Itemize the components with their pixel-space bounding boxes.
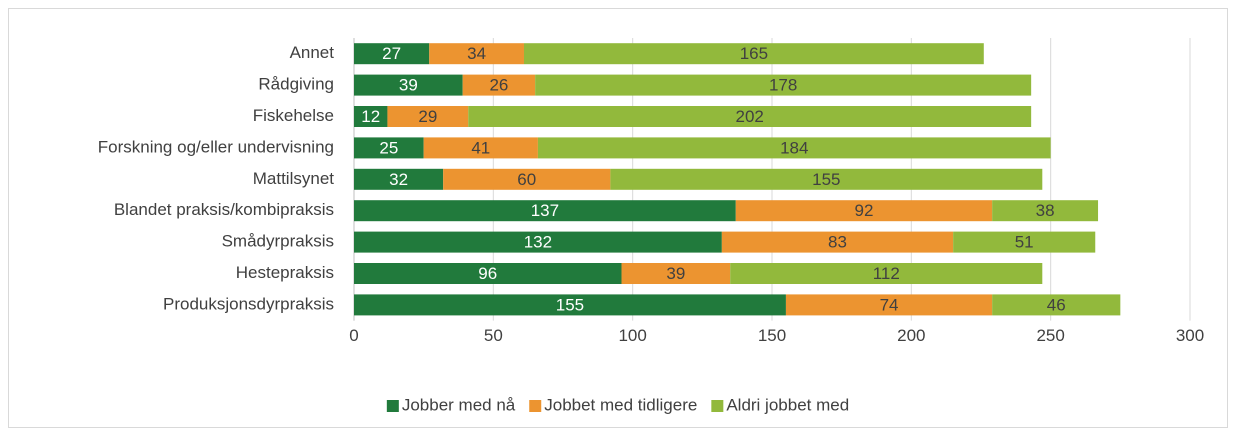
data-label: 60 [517,170,536,189]
bar-segment [535,74,1032,96]
x-tick-label: 250 [1036,326,1064,345]
bar-segment [354,263,622,284]
data-label: 38 [1036,201,1055,220]
x-tick-label: 150 [758,326,786,345]
bar-segment [523,43,984,65]
legend-label: Jobber med nå [402,395,516,414]
data-label: 39 [666,264,685,283]
data-label: 34 [467,44,486,63]
data-label: 26 [489,76,508,95]
bar-segment [462,74,536,96]
data-label: 74 [880,295,899,314]
bar-segment [354,231,722,253]
y-tick-label: Produksjonsdyrpraksis [163,294,334,313]
x-tick-label: 300 [1176,326,1204,345]
legend-label: Jobbet med tidligere [544,395,697,414]
bar-segment [735,200,993,222]
bar-segment [621,263,731,284]
data-label: 184 [780,138,808,157]
bar-segment [992,200,1099,222]
data-label: 132 [524,233,552,252]
bar-segment [730,263,1043,284]
y-tick-label: Blandet praksis/kombipraksis [114,200,334,219]
bar-segment [721,231,954,253]
legend-label: Aldri jobbet med [726,395,849,414]
legend-swatch [711,400,724,412]
y-tick-label: Hestepraksis [236,263,334,282]
y-tick-label: Fiskehelse [253,106,334,125]
x-tick-label: 100 [618,326,646,345]
y-tick-label: Mattilsynet [253,169,335,188]
y-tick-label: Annet [290,43,335,62]
data-label: 12 [361,107,380,126]
data-label: 137 [531,201,559,220]
legend-swatch [386,400,399,412]
data-label: 46 [1047,295,1066,314]
bar-segment [387,106,469,127]
data-label: 96 [478,264,497,283]
data-label: 83 [828,233,847,252]
data-label: 25 [379,138,398,157]
data-label: 41 [471,138,490,157]
x-tick-label: 0 [349,326,358,345]
bar-segment [953,231,1096,253]
x-tick-label: 200 [897,326,925,345]
data-label: 51 [1015,233,1034,252]
legend-swatch [529,400,542,412]
data-label: 165 [740,44,768,63]
bar-segment [443,168,611,190]
data-label: 178 [769,76,797,95]
bar-segment [429,43,524,65]
y-tick-label: Smådyrpraksis [222,232,334,251]
data-label: 155 [556,295,584,314]
bar-segment [354,74,463,96]
y-tick-label: Rådgiving [258,75,334,94]
y-tick-label: Forskning og/eller undervisning [98,137,334,156]
bar-segment [468,106,1032,127]
bar-segment [354,137,424,159]
data-label: 29 [418,107,437,126]
bar-segment [354,200,736,222]
data-label: 92 [854,201,873,220]
bar-segment [354,106,388,127]
bar-segment [354,294,786,316]
x-tick-label: 50 [484,326,503,345]
bar-segment [785,294,993,316]
data-label: 27 [382,44,401,63]
bar-segment [354,43,430,65]
legend-item: Aldri jobbet med [711,395,849,414]
bar-segment [537,137,1051,159]
bar-segment [610,168,1043,190]
data-label: 32 [389,170,408,189]
bar-segment [423,137,538,159]
bar-segment [354,168,444,190]
legend-item: Jobbet med tidligere [529,395,697,414]
data-label: 155 [812,170,840,189]
data-label: 202 [736,107,764,126]
bar-segment [992,294,1121,316]
data-label: 39 [399,76,418,95]
legend-item: Jobber med nå [386,395,516,414]
data-label: 112 [873,264,900,283]
